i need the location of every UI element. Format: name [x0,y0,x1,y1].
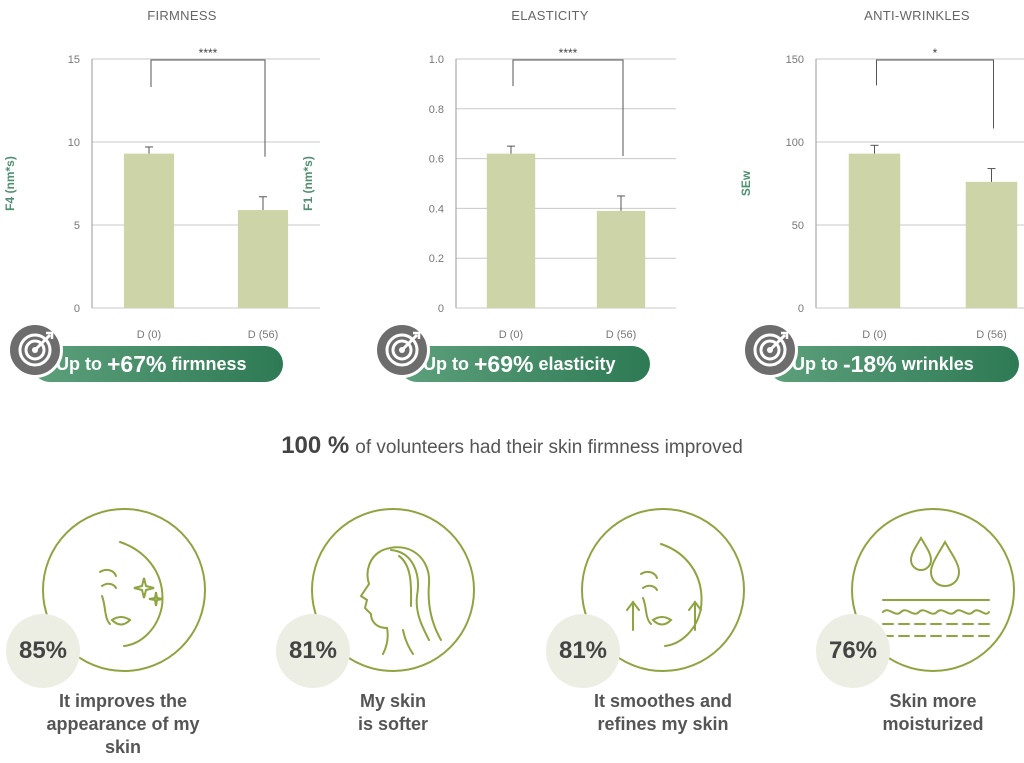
caption-line: is softer [357,714,429,734]
claim-prefix: Up to [792,353,838,374]
chart-title-firmness: FIRMNESS [147,8,217,23]
stat-percent: 81% [546,614,620,688]
significance-label: **** [199,46,218,60]
hair-profile-icon [359,546,442,655]
y-tick-label: 0 [798,303,804,315]
claim-suffix: elasticity [538,353,616,374]
y-tick-label: 0 [74,303,80,315]
y-tick-label: 50 [792,220,804,232]
caption-line: My skin [359,691,427,711]
caption-line: appearance of my [46,714,200,734]
caption-line: It improves the [58,691,188,711]
y-tick-label: 1.0 [429,54,444,66]
caption-line: skin [104,737,142,757]
x-tick-label: D (56) [606,329,637,341]
headline-percent: 100 % [281,432,350,459]
claim-suffix: firmness [171,353,247,374]
x-tick-label: D (0) [499,329,523,341]
y-tick-label: 150 [786,54,804,66]
chart-title-anti-wrinkles: ANTI-WRINKLES [864,8,970,23]
bar [486,153,536,308]
stat-caption-moisturized: Skin more moisturized [818,690,1024,736]
caption-line: It smoothes and [593,691,732,711]
headline-text: of volunteers had their skin firmness im… [355,437,743,458]
y-axis-label: F4 (nm*s) [3,156,17,211]
target-icon [7,322,63,378]
bar [237,210,289,308]
y-axis-label: F1 (nm*s) [301,156,315,211]
y-tick-label: 0.4 [429,203,444,215]
chart-firmness: 0 5 10 15 F4 (nm*s) D (0) D (56) **** [3,46,320,341]
water-drops-icon [882,536,990,637]
y-tick-label: 0.6 [429,154,444,166]
chart-anti-wrinkles: 0 50 100 150 SEw D (0) D (56) * [739,46,1024,341]
target-icon [742,322,798,378]
significance-label: **** [559,46,578,60]
caption-line: refines my skin [597,714,729,734]
significance-bracket [876,59,994,129]
bar [123,153,175,308]
target-icon [374,322,430,378]
stat-caption-appearance: It improves the appearance of my skin [8,690,238,759]
claim-value: +69% [473,350,534,377]
face-sparkle-icon [99,541,164,647]
y-tick-label: 15 [68,54,80,66]
significance-label: * [933,46,938,60]
stat-percent: 85% [6,614,80,688]
chart-title-elasticity: ELASTICITY [511,8,589,23]
face-lift-icon [626,543,703,647]
stat-caption-smoothes: It smoothes and refines my skin [548,690,778,736]
stat-percent: 76% [816,614,890,688]
claim-value: -18% [842,350,897,377]
significance-bracket [150,59,266,157]
x-tick-label: D (0) [862,329,886,341]
bar [596,210,646,308]
stat-circle-smoothes [581,508,745,672]
claim-suffix: wrinkles [901,353,974,374]
x-tick-label: D (56) [248,329,279,341]
claim-elasticity: Up to +69% elasticity [399,346,650,382]
claim-prefix: Up to [423,353,469,374]
claim-value: +67% [106,350,167,377]
y-tick-label: 100 [786,137,804,149]
y-tick-label: 0 [438,303,444,315]
stat-caption-softer: My skin is softer [278,690,508,736]
stat-percent: 81% [276,614,350,688]
claim-wrinkles: Up to -18% wrinkles [768,346,1019,382]
x-tick-label: D (0) [137,329,161,341]
y-tick-label: 0.8 [429,104,444,116]
y-tick-label: 10 [68,137,80,149]
y-tick-label: 5 [74,220,80,232]
headline: 100 % of volunteers had their skin firmne… [0,432,1024,460]
chart-elasticity: 0 0.2 0.4 0.6 0.8 1.0 F1 (nm*s) D (0) D (56) **** [301,46,676,341]
caption-line: moisturized [882,714,984,734]
claim-prefix: Up to [56,353,102,374]
bar [848,153,901,308]
x-tick-label: D (56) [976,329,1007,341]
caption-line: Skin more [889,691,977,711]
claim-firmness: Up to +67% firmness [32,346,283,382]
significance-bracket [512,59,624,156]
y-axis-label: SEw [739,170,753,196]
bar [965,181,1018,308]
y-tick-label: 0.2 [429,253,444,265]
